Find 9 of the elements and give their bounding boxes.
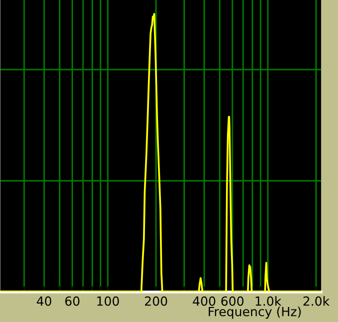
- x-axis-title: Frequency (Hz): [208, 306, 301, 319]
- x-tick-label: 1.0k: [256, 296, 282, 306]
- x-tick-label: 2.0k: [303, 296, 330, 306]
- x-tick-label: 400: [192, 296, 216, 306]
- x-tick-label: 40: [36, 296, 52, 306]
- x-tick-label: 200: [144, 296, 168, 306]
- x-tick-label: 600: [221, 296, 244, 306]
- x-tick-label: 60: [65, 296, 80, 306]
- x-tick-label: 100: [97, 296, 119, 306]
